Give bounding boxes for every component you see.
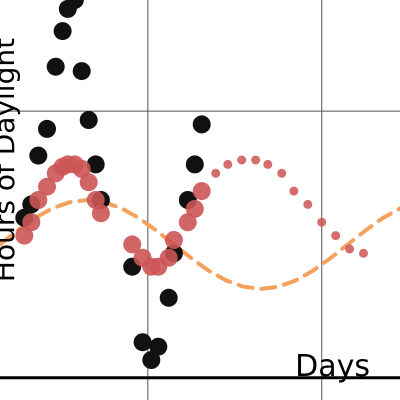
series-2-point-27 <box>277 168 287 178</box>
series-layer <box>0 0 400 369</box>
series-line-3 <box>0 197 400 291</box>
series-2-point-20 <box>185 199 204 218</box>
series-1-point-16 <box>149 337 168 356</box>
x-axis-label: Days <box>295 349 370 384</box>
series-1-point-4 <box>38 119 56 138</box>
series-2-point-2 <box>22 213 41 232</box>
series-2-point-13 <box>123 235 142 254</box>
series-1-point-9 <box>72 62 91 81</box>
series-2-point-25 <box>251 155 261 165</box>
series-2-point-23 <box>223 159 233 169</box>
series-1-point-11 <box>86 155 105 174</box>
series-2-point-33 <box>359 248 368 258</box>
series-2-point-28 <box>289 186 299 196</box>
series-1-point-21 <box>192 115 211 134</box>
series-1-point-20 <box>185 155 204 174</box>
series-1-point-8 <box>65 0 84 9</box>
series-2-point-19 <box>178 213 197 232</box>
series-2-point-30 <box>317 217 327 227</box>
series-2-point-10 <box>79 173 98 192</box>
series-1-point-15 <box>142 351 161 369</box>
series-2-point-24 <box>237 155 247 165</box>
series-2-point-32 <box>345 244 355 254</box>
series-1-point-3 <box>29 146 48 165</box>
series-2-point-21 <box>192 182 211 201</box>
series-1-point-17 <box>159 288 178 307</box>
series-2-point-3 <box>29 191 48 209</box>
series-2-point-18 <box>164 231 183 249</box>
series-2-point-1 <box>15 226 34 245</box>
series-2-point-31 <box>331 231 341 241</box>
series-1-point-5 <box>46 57 65 76</box>
series-1-point-10 <box>79 111 98 129</box>
series-2-point-9 <box>72 159 91 178</box>
series-2-point-12 <box>91 204 110 223</box>
series-2-point-26 <box>263 159 273 169</box>
series-2-point-17 <box>159 248 178 267</box>
series-2-point-22 <box>211 168 221 178</box>
y-axis-label: Hours of Daylight <box>0 38 21 282</box>
series-2-point-29 <box>303 199 313 209</box>
series-1-point-14 <box>133 333 152 352</box>
series-2-point-4 <box>38 177 56 196</box>
series-1-point-6 <box>53 22 72 41</box>
